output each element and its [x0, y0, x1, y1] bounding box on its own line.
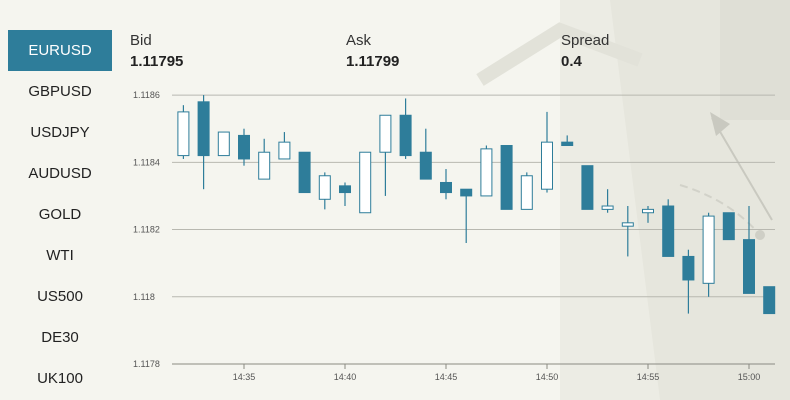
spread-label: Spread [561, 32, 610, 49]
candle-down [419, 151, 432, 180]
candle-up [359, 151, 372, 214]
x-tick-label: 14:40 [334, 372, 357, 382]
candle-down [763, 286, 776, 315]
symbol-item-gbpusd[interactable]: GBPUSD [28, 83, 92, 100]
symbol-item-wti[interactable]: WTI [46, 247, 74, 264]
candle-up [541, 141, 553, 190]
y-tick-label: 1.1178 [133, 359, 160, 369]
y-tick-label: 1.1186 [133, 90, 160, 100]
candle-up [258, 151, 271, 180]
x-tick-label: 14:45 [435, 372, 458, 382]
spread-quote: Spread 0.4 [561, 32, 609, 70]
candle-up [379, 114, 392, 153]
candle-up [177, 111, 190, 157]
spread-value: 0.4 [561, 53, 582, 70]
y-tick-label: 1.1184 [133, 157, 160, 167]
candle-down [682, 255, 695, 281]
candle-down [662, 205, 675, 257]
y-tick-label: 1.118 [133, 292, 155, 302]
candle-down [399, 114, 412, 157]
x-tick-label: 14:55 [637, 372, 660, 382]
ask-quote: Ask 1.11799 [346, 32, 399, 70]
candle-down [460, 188, 473, 197]
candle-up [480, 148, 493, 197]
symbol-item-gold[interactable]: GOLD [38, 206, 82, 223]
ask-label: Ask [346, 32, 372, 49]
symbol-item-audusd[interactable]: AUDUSD [28, 165, 92, 182]
candle-down [561, 141, 574, 147]
candle-down [238, 134, 250, 160]
candle-up [642, 208, 654, 214]
symbol-item-usdjpy[interactable]: USDJPY [30, 124, 90, 141]
candle-down [197, 101, 210, 157]
candle-down [339, 185, 351, 194]
y-tick-label: 1.1182 [133, 225, 160, 235]
candle-up [621, 222, 634, 227]
candle-up [601, 205, 614, 210]
bid-value: 1.11795 [130, 53, 184, 70]
candle-up [702, 215, 715, 284]
symbol-item-de30[interactable]: DE30 [41, 329, 79, 346]
candle-up [278, 141, 291, 160]
x-tick-label: 14:50 [536, 372, 559, 382]
candle-down [440, 181, 452, 194]
ask-value: 1.11799 [346, 53, 400, 70]
candle-up [318, 175, 331, 200]
candle-down [722, 212, 735, 241]
x-tick-label: 14:35 [233, 372, 256, 382]
symbol-item-us500[interactable]: US500 [37, 288, 83, 305]
candle-up [520, 175, 533, 210]
symbol-item-eurusd[interactable]: EURUSD [8, 30, 112, 71]
bid-label: Bid [130, 32, 152, 49]
candle-down [500, 145, 513, 210]
candle-down [581, 165, 594, 210]
symbol-list: EURUSD GBPUSD USDJPY AUDUSD GOLD WTI US500 DE30… [8, 30, 112, 399]
candle-up [217, 131, 230, 157]
symbol-item-uk100[interactable]: UK100 [37, 370, 83, 387]
bid-quote: Bid 1.11795 [130, 32, 183, 70]
candle-down [743, 239, 755, 294]
candle-down [298, 151, 311, 194]
x-tick-label: 15:00 [738, 372, 761, 382]
